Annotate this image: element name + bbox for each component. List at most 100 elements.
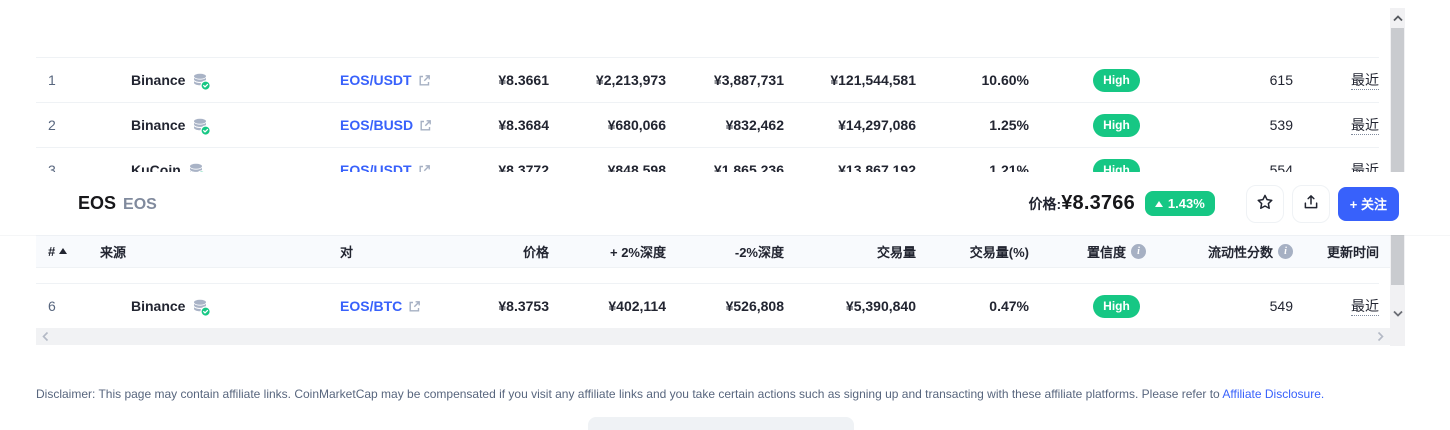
header-volume[interactable]: 交易量 (876, 244, 916, 260)
header-rank-label: # (48, 243, 56, 259)
price-change-badge: 1.43% (1144, 191, 1215, 216)
table-row: 6 Binance EOS/BTC (36, 283, 1379, 328)
updated-cell: 最近 (1293, 70, 1379, 90)
liquidity-score-cell: 539 (1269, 117, 1293, 133)
coin-sticky-bar: EOS EOS 价格: ¥8.3766 1.43% (0, 172, 1450, 235)
confidence-badge[interactable]: High (1093, 68, 1140, 92)
volume-pct-cell: 10.60% (981, 72, 1029, 88)
coin-symbol: EOS (123, 196, 157, 213)
scroll-down-icon[interactable] (1390, 303, 1405, 323)
header-confidence[interactable]: 置信度 (1029, 242, 1204, 261)
price-cell: ¥8.3661 (498, 72, 549, 88)
updated-cell: 最近 (1293, 115, 1379, 135)
liquidity-score-cell: 615 (1269, 72, 1293, 88)
external-link-icon (419, 119, 432, 132)
updated-text[interactable]: 最近 (1351, 117, 1379, 135)
updated-text[interactable]: 最近 (1351, 298, 1379, 316)
header-pair[interactable]: 对 (340, 244, 354, 260)
header-depth-plus[interactable]: + 2%深度 (610, 244, 666, 260)
volume-cell: ¥121,544,581 (830, 72, 916, 88)
share-export-icon (1302, 193, 1320, 214)
header-depth-minus[interactable]: -2%深度 (734, 244, 784, 260)
depth-minus-cell: ¥526,808 (725, 298, 784, 314)
pair-link[interactable]: EOS/BUSD (340, 117, 414, 133)
exchange-verified-coins-icon (192, 72, 212, 91)
exchange-name[interactable]: Binance (131, 298, 186, 314)
table-row: 1 Binance EOS/USDT (36, 57, 1379, 102)
external-link-icon (418, 74, 431, 87)
updated-cell: 最近 (1293, 296, 1379, 316)
exchange-cell[interactable]: Binance (90, 114, 310, 136)
pair-link[interactable]: EOS/USDT (340, 72, 412, 88)
header-liquidity[interactable]: 流动性分数 (1204, 242, 1293, 261)
scroll-right-icon[interactable] (1376, 331, 1385, 342)
volume-cell: ¥14,297,086 (838, 117, 916, 133)
up-arrow-icon (1154, 200, 1163, 207)
table-row: 2 Binance EOS/BUSD (36, 102, 1379, 147)
exchange-name[interactable]: Binance (131, 117, 186, 133)
depth-minus-cell: ¥3,887,731 (713, 72, 784, 88)
depth-plus-cell: ¥2,213,973 (595, 72, 666, 88)
coin-title: EOS EOS (78, 193, 157, 214)
volume-pct-cell: 1.25% (989, 117, 1029, 133)
coin-name: EOS (78, 193, 117, 213)
pair-link[interactable]: EOS/BTC (340, 298, 403, 314)
market-pairs-rows-bottom: 6 Binance EOS/BTC (36, 283, 1390, 328)
liquidity-score-cell: 549 (1269, 298, 1293, 314)
scroll-up-icon[interactable] (1390, 8, 1405, 28)
horizontal-scrollbar[interactable] (36, 328, 1390, 345)
exchange-name[interactable]: Binance (131, 72, 186, 88)
star-icon (1256, 193, 1274, 214)
depth-plus-cell: ¥680,066 (607, 117, 666, 133)
confidence-cell: High (1029, 113, 1204, 137)
rank-cell: 3 (48, 162, 56, 178)
follow-button[interactable]: + 关注 (1337, 186, 1399, 221)
pair-cell[interactable]: EOS/USDT (310, 72, 435, 88)
header-rank[interactable]: # (36, 244, 90, 259)
rank-cell: 1 (48, 72, 56, 88)
confidence-badge[interactable]: High (1093, 294, 1140, 318)
exchange-verified-coins-icon (192, 298, 212, 317)
pair-cell[interactable]: EOS/BTC (310, 298, 435, 314)
info-icon[interactable] (1131, 243, 1146, 259)
disclaimer-text: Disclaimer: This page may contain affili… (36, 387, 1223, 401)
sort-ascending-icon (59, 248, 68, 254)
depth-minus-cell: ¥832,462 (725, 117, 784, 133)
header-price[interactable]: 价格 (522, 244, 549, 260)
sticky-bar-actions: 价格: ¥8.3766 1.43% (1028, 184, 1399, 223)
confidence-badge[interactable]: High (1093, 113, 1140, 137)
exchange-verified-coins-icon (192, 117, 212, 136)
confidence-cell: High (1029, 294, 1204, 318)
updated-text[interactable]: 最近 (1351, 72, 1379, 90)
confidence-cell: High (1029, 68, 1204, 92)
load-more-button-partial[interactable] (588, 417, 854, 430)
table-header: # 来源 对 价格 + 2%深度 -2%深度 交易量 交易量(%) 置信度 流动… (36, 235, 1390, 268)
disclaimer: Disclaimer: This page may contain affili… (36, 387, 1324, 401)
price-cell: ¥8.3753 (498, 298, 549, 314)
external-link-icon (408, 300, 421, 313)
info-icon[interactable] (1278, 243, 1293, 259)
depth-plus-cell: ¥402,114 (608, 298, 666, 314)
share-button[interactable] (1291, 184, 1330, 223)
price-label: 价格: (1028, 195, 1062, 212)
price-change-value: 1.43% (1167, 196, 1205, 211)
favorite-star-button[interactable] (1245, 184, 1284, 223)
rank-cell: 2 (48, 117, 56, 133)
header-volume-pct[interactable]: 交易量(%) (969, 244, 1029, 260)
affiliate-disclosure-link[interactable]: Affiliate Disclosure. (1222, 387, 1325, 401)
rank-cell: 6 (48, 298, 56, 314)
volume-cell: ¥5,390,840 (845, 298, 916, 314)
price-value: ¥8.3766 (1061, 192, 1135, 214)
header-liquidity-label: 流动性分数 (1207, 244, 1273, 260)
volume-pct-cell: 0.47% (989, 298, 1029, 314)
scroll-left-icon[interactable] (41, 331, 50, 342)
exchange-cell[interactable]: Binance (90, 69, 310, 91)
price-cell: ¥8.3684 (498, 117, 549, 133)
header-updated[interactable]: 更新时间 (1326, 244, 1379, 260)
pair-cell[interactable]: EOS/BUSD (310, 117, 435, 133)
header-confidence-label: 置信度 (1086, 244, 1126, 260)
scrollbar-thumb[interactable] (1391, 28, 1404, 285)
header-source[interactable]: 来源 (100, 244, 127, 260)
exchange-cell[interactable]: Binance (90, 295, 310, 317)
